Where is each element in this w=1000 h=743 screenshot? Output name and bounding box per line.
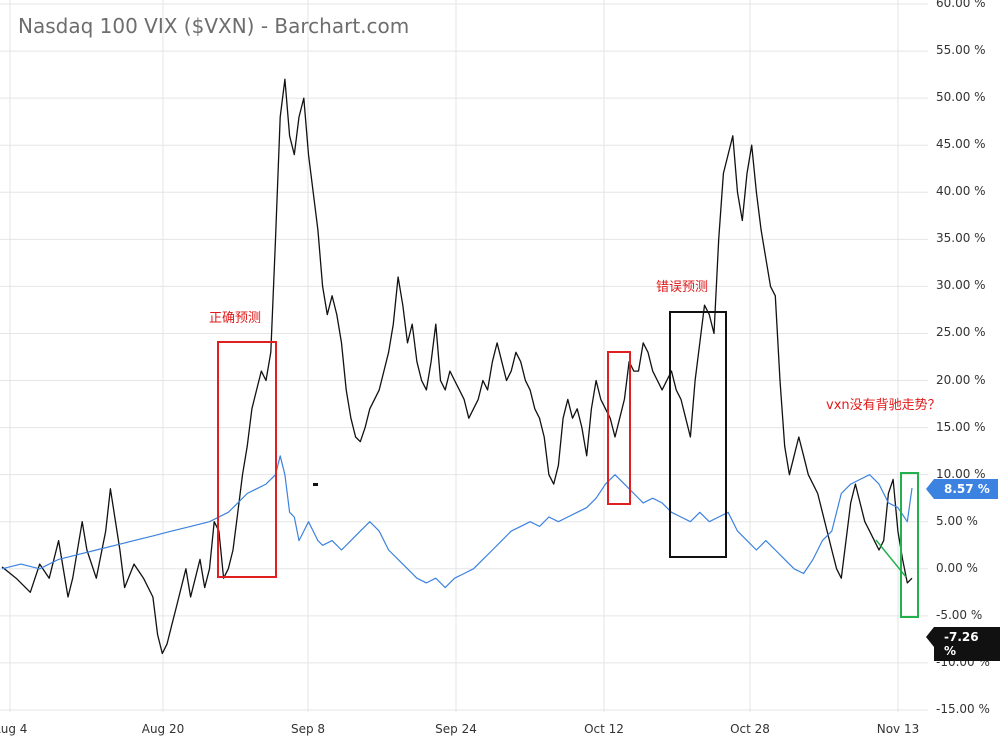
black-series-value-badge: -7.26 % <box>926 627 1000 661</box>
correct-prediction-box-1 <box>217 341 277 578</box>
y-tick-label: 60.00 % <box>936 0 986 10</box>
y-tick-label: 0.00 % <box>936 560 978 575</box>
comparison-series-line <box>1 455 913 589</box>
divergence-box <box>900 472 919 618</box>
small-mark <box>313 483 318 486</box>
divergence-line <box>875 539 907 578</box>
x-tick-label: Sep 8 <box>290 722 326 736</box>
y-tick-label: -5.00 % <box>936 607 983 622</box>
y-tick-label: 45.00 % <box>936 137 986 152</box>
x-tick-label: Oct 28 <box>730 722 770 736</box>
series-layer <box>1 78 913 655</box>
y-tick-label: 20.00 % <box>936 372 986 387</box>
x-tick-label: Nov 13 <box>876 722 920 736</box>
y-tick-label: 25.00 % <box>936 325 986 340</box>
annotation-correct: 正确预测 <box>209 311 262 326</box>
y-tick-label: -15.00 % <box>936 702 990 716</box>
y-tick-label: 35.00 % <box>936 231 986 246</box>
y-tick-label: 55.00 % <box>936 43 986 58</box>
wrong-prediction-box <box>669 311 727 558</box>
x-tick-label: Aug 4 <box>0 722 28 736</box>
y-tick-label: 50.00 % <box>936 90 986 105</box>
annotation-boxes <box>217 311 919 618</box>
y-tick-label: 10.00 % <box>936 466 986 481</box>
annotation-wrong: 错误预测 <box>656 280 709 295</box>
chart-title: Nasdaq 100 VIX ($VXN) - Barchart.com <box>18 14 410 38</box>
x-tick-label: Oct 12 <box>584 722 624 736</box>
y-tick-label: 40.00 % <box>936 184 986 199</box>
correct-prediction-box-2 <box>607 351 631 505</box>
blue-series-value-badge: 8.57 % <box>926 479 998 499</box>
annotation-question: vxn没有背驰走势？ <box>826 398 941 413</box>
x-tick-label: Aug 20 <box>141 722 185 736</box>
x-tick-label: Sep 24 <box>435 722 477 736</box>
y-tick-label: 15.00 % <box>936 419 986 434</box>
y-tick-label: 5.00 % <box>936 513 978 528</box>
y-tick-label: 30.00 % <box>936 278 986 293</box>
grid-lines <box>0 0 928 712</box>
vxn-series-line <box>1 78 913 655</box>
